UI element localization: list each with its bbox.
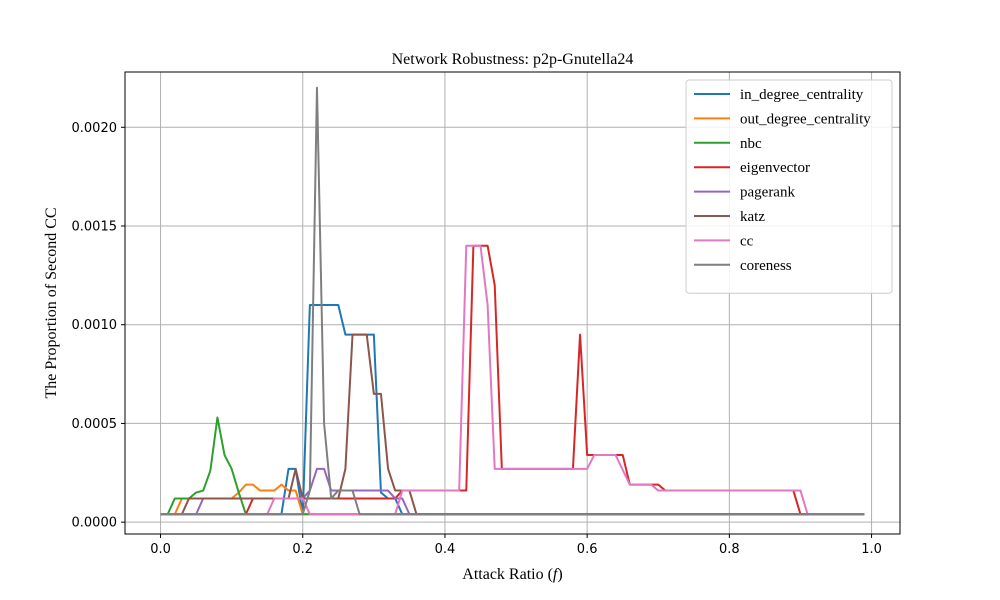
x-axis-label: Attack Ratio (f) bbox=[462, 566, 562, 583]
legend-label: coreness bbox=[740, 258, 792, 274]
legend-label: cc bbox=[740, 233, 754, 249]
chart-title: Network Robustness: p2p-Gnutella24 bbox=[392, 51, 634, 68]
x-tick-label: 0.0 bbox=[150, 542, 171, 557]
legend-label: eigenvector bbox=[740, 160, 810, 176]
legend-label: katz bbox=[740, 209, 765, 225]
series-line-coreness bbox=[160, 86, 865, 516]
axis-ticks: 0.0 0.2 0.4 0.6 0.8 1.0 0.0000 0.0005 0.0010 0.00… bbox=[72, 121, 882, 557]
x-axis-label-text: Attack Ratio ( bbox=[462, 566, 553, 583]
y-tick-label: 0.0000 bbox=[72, 516, 118, 531]
plot-frame bbox=[124, 71, 901, 535]
legend: in_degree_centrality out_degree_centralit… bbox=[685, 79, 893, 294]
y-tick-label: 0.0015 bbox=[72, 220, 118, 235]
series-line-katz bbox=[160, 333, 865, 516]
series-line-nbc bbox=[160, 416, 865, 516]
legend-label: in_degree_centrality bbox=[740, 87, 864, 103]
x-axis-label-symbol: f bbox=[553, 566, 560, 583]
y-tick-label: 0.0005 bbox=[72, 417, 118, 432]
legend-label: out_degree_centrality bbox=[740, 111, 871, 127]
y-tick-label: 0.0010 bbox=[72, 318, 118, 333]
x-axis-label-end: ) bbox=[557, 566, 562, 583]
y-axis-label: The Proportion of Second CC bbox=[43, 207, 60, 398]
series-lines bbox=[160, 86, 865, 516]
legend-label: pagerank bbox=[740, 185, 795, 201]
legend-label: nbc bbox=[740, 136, 762, 152]
x-tick-label: 0.4 bbox=[435, 542, 456, 557]
x-tick-label: 0.8 bbox=[719, 542, 740, 557]
x-tick-label: 0.2 bbox=[292, 542, 313, 557]
x-tick-label: 1.0 bbox=[861, 542, 882, 557]
y-tick-label: 0.0020 bbox=[72, 121, 118, 136]
legend-box bbox=[685, 79, 893, 294]
x-tick-label: 0.6 bbox=[577, 542, 598, 557]
